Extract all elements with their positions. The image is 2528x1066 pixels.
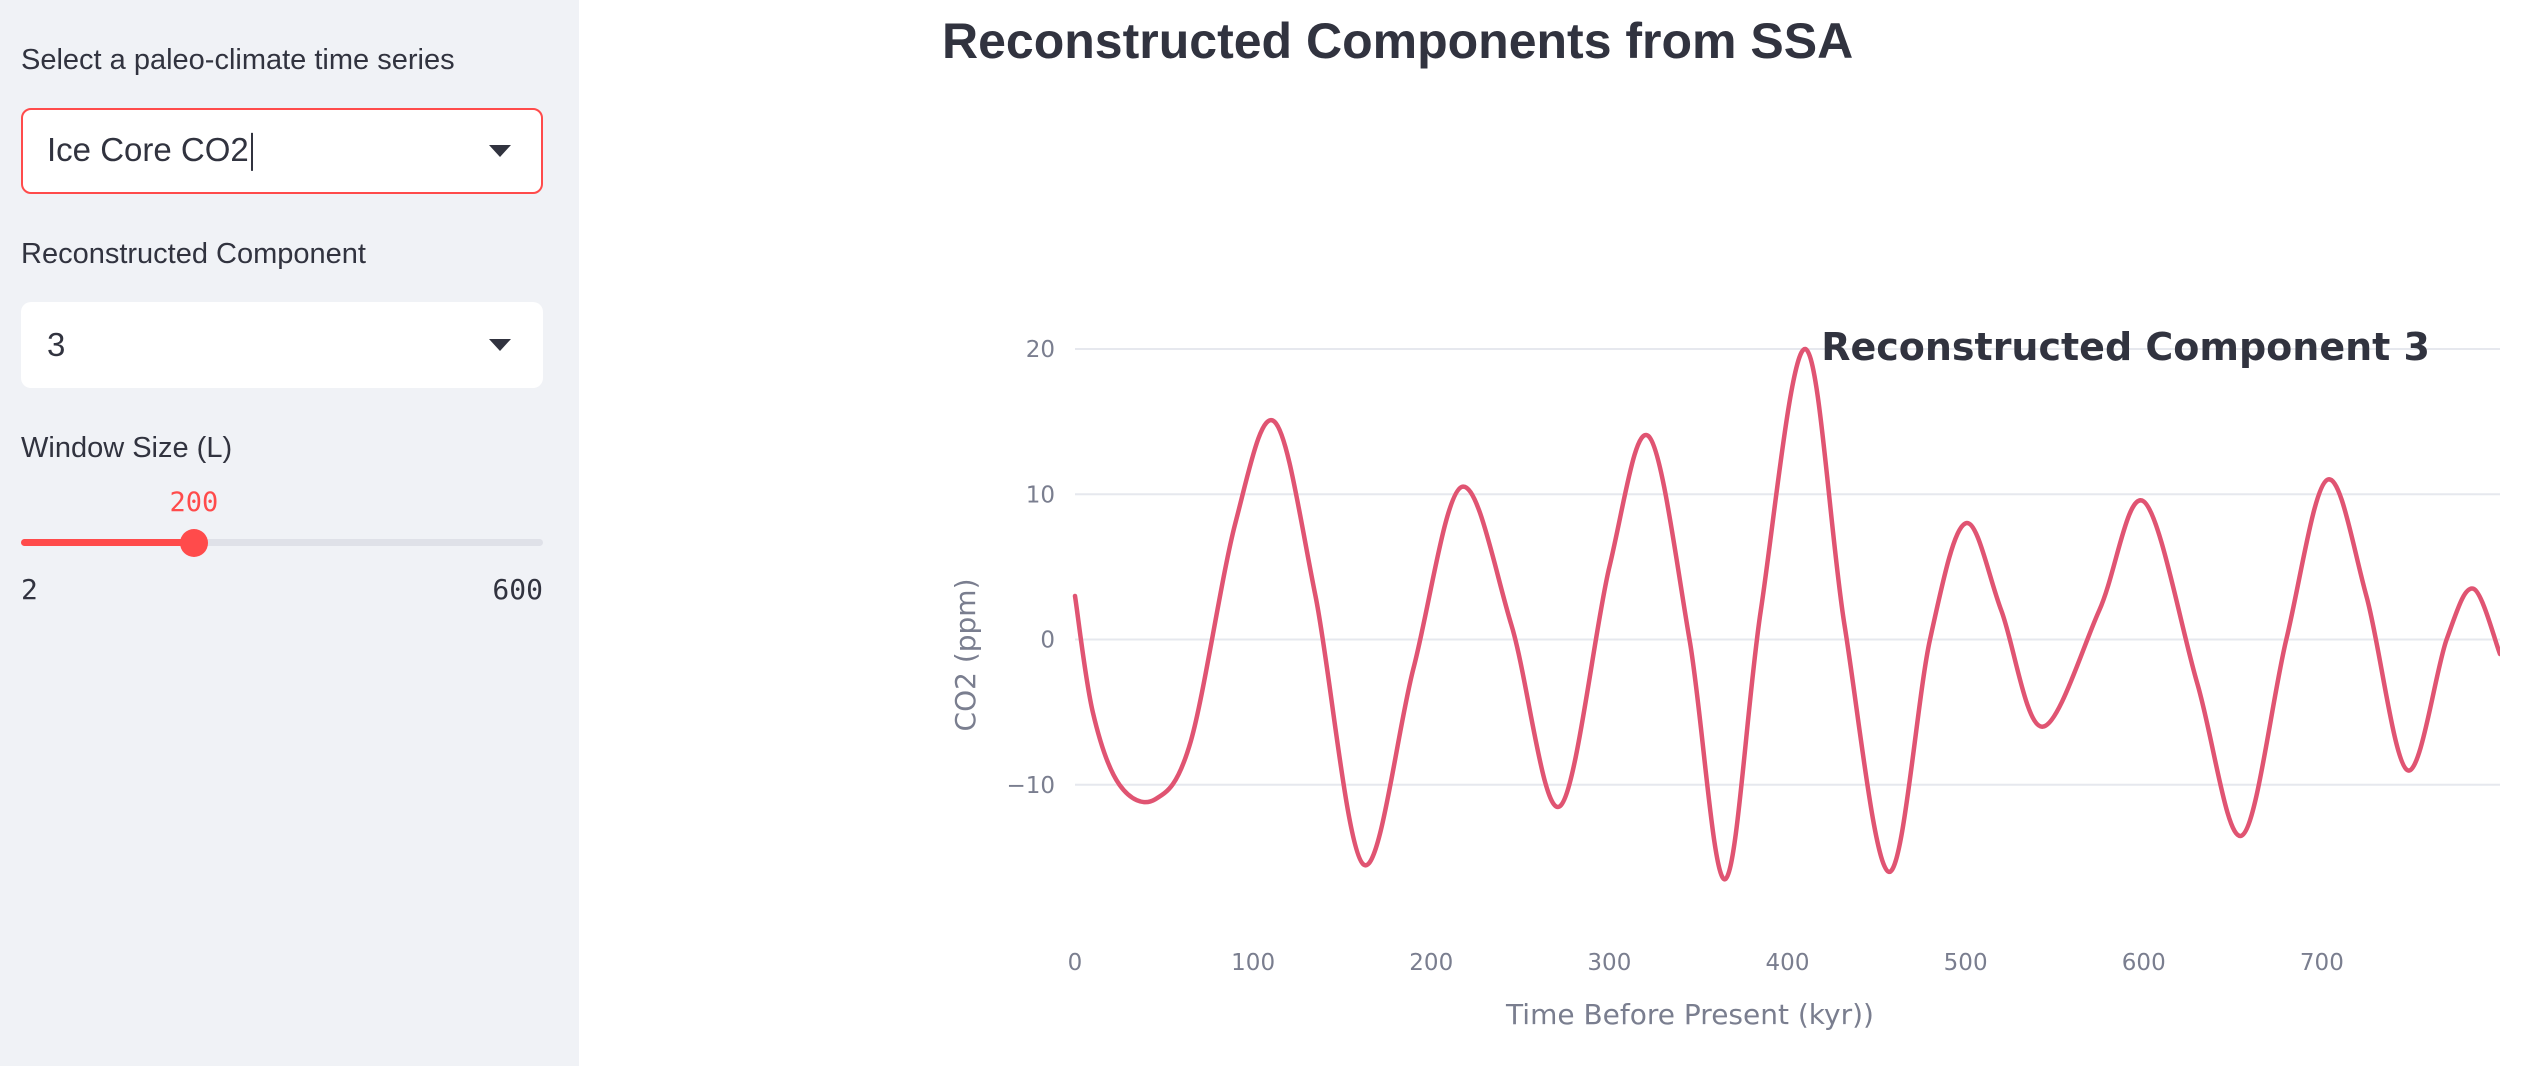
- chart-title: Reconstructed Component 3: [1821, 325, 2430, 369]
- window-slider-min: 2: [21, 573, 38, 606]
- series-select[interactable]: Ice Core CO2: [21, 108, 543, 194]
- chevron-down-icon[interactable]: [489, 339, 511, 351]
- series-select-label: Select a paleo-climate time series: [21, 44, 455, 76]
- window-slider-track[interactable]: 200: [21, 487, 543, 557]
- y-axis-label: CO2 (ppm): [949, 579, 982, 732]
- x-tick-label: 700: [2300, 950, 2344, 976]
- x-tick-label: 200: [1409, 950, 1453, 976]
- series-select-value-text: Ice Core CO2: [47, 130, 249, 168]
- x-tick-label: 300: [1587, 950, 1631, 976]
- x-tick-label: 500: [1944, 950, 1988, 976]
- component-select-label: Reconstructed Component: [21, 238, 366, 270]
- x-tick-label: 600: [2122, 950, 2166, 976]
- y-axis-ticks: −10 0 10 20: [1006, 337, 1055, 799]
- window-slider-max: 600: [492, 573, 543, 606]
- chart-grid: [1075, 348, 2500, 786]
- sidebar: Select a paleo-climate time series Ice C…: [0, 0, 579, 1066]
- window-slider-thumb[interactable]: [179, 528, 208, 557]
- line-chart: −10 0 10 20 0 100 200 300 400 500 600 700 Reconstr…: [949, 325, 2500, 1031]
- y-tick-label: 20: [1026, 337, 1055, 363]
- x-tick-label: 0: [1068, 950, 1083, 976]
- component-select-value: 3: [47, 326, 66, 363]
- x-tick-label: 400: [1766, 950, 1810, 976]
- y-tick-label: −10: [1006, 773, 1055, 799]
- y-tick-label: 0: [1040, 628, 1055, 654]
- window-slider-label: Window Size (L): [21, 432, 233, 464]
- window-slider-fill: [21, 539, 194, 546]
- component-select[interactable]: 3: [21, 302, 543, 388]
- series-line: [1072, 346, 2500, 882]
- page-title: Reconstructed Components from SSA: [942, 13, 1854, 69]
- text-cursor: [250, 133, 253, 172]
- chevron-down-icon[interactable]: [489, 145, 511, 157]
- x-tick-label: 100: [1231, 950, 1275, 976]
- window-slider-value: 200: [169, 487, 219, 518]
- x-axis-ticks: 0 100 200 300 400 500 600 700: [1068, 950, 2344, 976]
- x-axis-label: Time Before Present (kyr)): [1505, 998, 1874, 1031]
- series-select-value: Ice Core CO2: [47, 130, 253, 172]
- y-tick-label: 10: [1026, 482, 1055, 508]
